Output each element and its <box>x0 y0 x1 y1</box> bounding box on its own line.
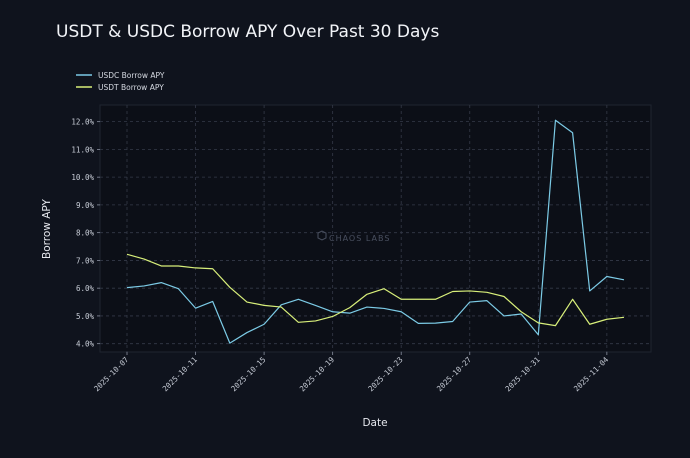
y-tick-label: 9.0% <box>76 201 95 210</box>
plot-area <box>99 104 652 353</box>
x-axis-ticks: 2025-10-07 2025-10-11 2025-10-15 2025-10-19… <box>92 352 611 394</box>
chaos-labs-logo-icon <box>317 230 327 241</box>
chart-title: USDT & USDC Borrow APY Over Past 30 Days <box>56 22 439 42</box>
y-tick-label: 5.0% <box>76 312 95 321</box>
x-tick-label: 2025-10-15 <box>229 355 267 393</box>
y-tick-label: 10.0% <box>71 173 94 182</box>
series-line-usdt <box>126 253 625 327</box>
watermark: CHAOS LABS <box>317 230 390 243</box>
y-tick-label: 11.0% <box>71 145 94 154</box>
y-tick-label: 12.0% <box>71 118 94 127</box>
series-line-usdc <box>126 119 625 344</box>
legend-label: USDC Borrow APY <box>98 71 165 80</box>
x-tick-label: 2025-10-11 <box>161 355 199 393</box>
watermark-text: CHAOS LABS <box>329 234 390 243</box>
y-axis-ticks: 4.0% 5.0% 6.0% 7.0% 8.0% 9.0% 10.0% 11.0% 12.0% <box>71 118 100 349</box>
x-tick-label: 2025-11-04 <box>572 355 611 394</box>
y-axis-label: Borrow APY <box>41 198 53 258</box>
x-tick-label: 2025-10-23 <box>366 355 404 393</box>
legend: USDC Borrow APY USDT Borrow APY <box>76 71 165 92</box>
y-tick-label: 8.0% <box>76 229 95 238</box>
x-tick-label: 2025-10-31 <box>503 355 541 393</box>
y-tick-label: 6.0% <box>76 284 95 293</box>
gridlines <box>100 105 651 352</box>
x-tick-label: 2025-10-27 <box>435 355 473 393</box>
x-tick-label: 2025-10-07 <box>92 355 130 393</box>
series-group <box>126 119 625 344</box>
y-tick-label: 4.0% <box>76 340 95 349</box>
x-tick-label: 2025-10-19 <box>298 355 336 393</box>
y-tick-label: 7.0% <box>76 256 95 265</box>
x-axis-label: Date <box>362 417 387 429</box>
legend-label: USDT Borrow APY <box>98 83 164 92</box>
